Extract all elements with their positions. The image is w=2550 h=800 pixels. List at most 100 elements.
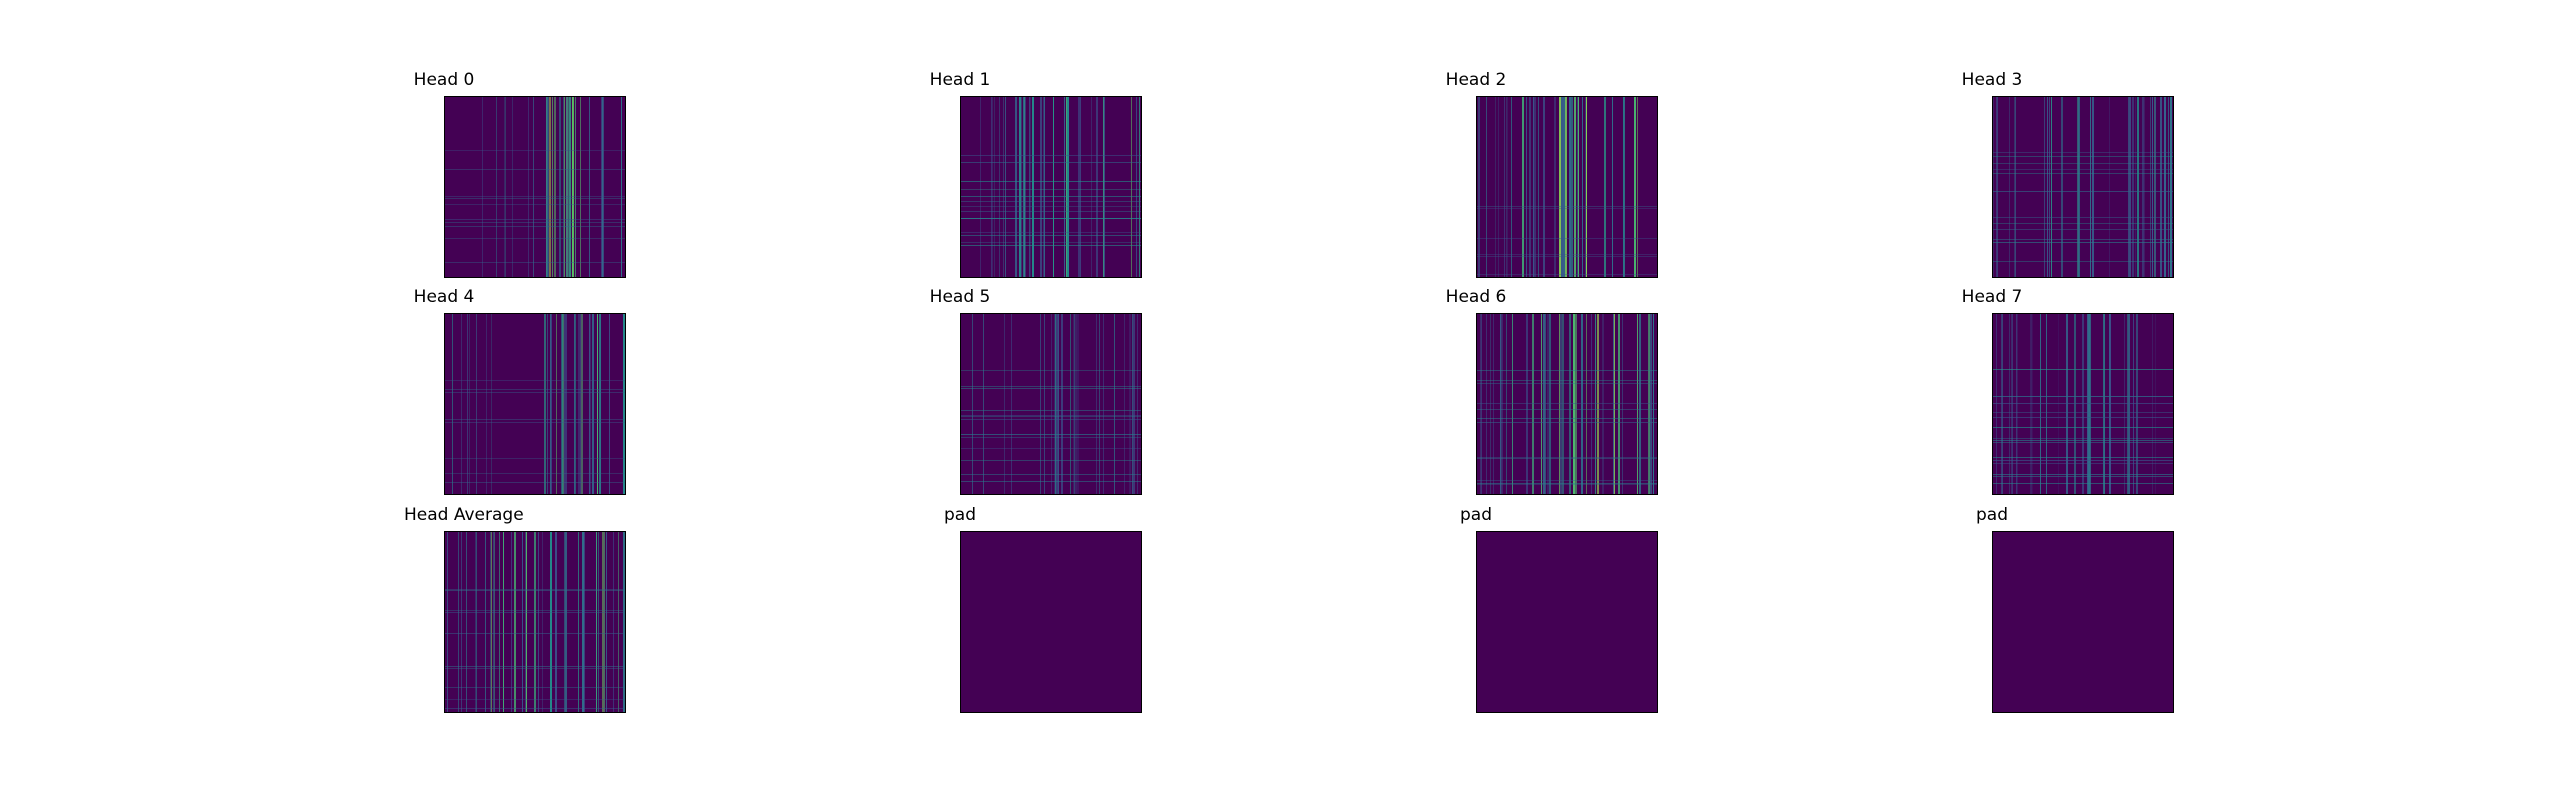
heatmap-column-streak	[565, 531, 567, 713]
heatmap-row-band	[444, 612, 626, 613]
heatmap-column-streak	[606, 531, 607, 713]
heatmap-column-streak	[1103, 313, 1104, 495]
heatmap-column-streak	[1563, 96, 1565, 278]
heatmap-row-band	[444, 262, 626, 263]
heatmap-column-streak	[2164, 96, 2166, 278]
heatmap-row-band	[1992, 457, 2174, 458]
heatmap-column-streak	[564, 531, 565, 713]
heatmap-column-streak	[1586, 313, 1587, 495]
heatmap-column-streak	[2061, 96, 2063, 278]
heatmap-row-band	[1992, 460, 2174, 461]
heatmap-row-band	[1992, 427, 2174, 428]
heatmap-row-band	[1992, 156, 2174, 157]
heatmap-column-streak	[491, 531, 492, 713]
heatmap-row-band	[960, 162, 1142, 163]
heatmap-row-band	[960, 196, 1142, 197]
heatmap-frame	[960, 313, 1142, 495]
heatmap-frame	[1476, 96, 1658, 278]
heatmap-column-streak	[2170, 96, 2172, 278]
heatmap-column-streak	[1114, 313, 1115, 495]
heatmap-column-streak	[447, 531, 448, 713]
heatmap-column-streak	[2078, 96, 2080, 278]
heatmap-row-band	[1992, 223, 2174, 224]
heatmap-column-streak	[1004, 313, 1005, 495]
heatmap-row-band	[1476, 458, 1658, 459]
heatmap-row-band	[960, 434, 1142, 435]
heatmap-column-streak	[466, 531, 467, 713]
heatmap-column-streak	[1019, 96, 1021, 278]
heatmap-column-streak	[2132, 96, 2134, 278]
heatmap-row-band	[1476, 403, 1658, 404]
heatmap-row-band	[960, 189, 1142, 190]
heatmap-head-average	[444, 531, 626, 713]
heatmap-column-streak	[533, 96, 534, 278]
heatmap-column-streak	[2144, 96, 2145, 278]
heatmap-row-band	[1992, 403, 2174, 404]
heatmap-column-streak	[1137, 313, 1138, 495]
heatmap-column-streak	[491, 313, 492, 495]
heatmap-column-streak	[1080, 96, 1081, 278]
panel-title: pad	[944, 505, 976, 525]
panel-title: Head 0	[413, 70, 475, 90]
heatmap-frame	[1992, 313, 2174, 495]
heatmap-row-band	[444, 150, 626, 151]
heatmap-column-streak	[1078, 96, 1080, 278]
heatmap-column-streak	[1511, 96, 1512, 278]
heatmap-row-band	[1992, 476, 2174, 477]
heatmap-row-band	[444, 687, 626, 688]
panel-title: Head 2	[1445, 70, 1507, 90]
heatmap-column-streak	[596, 531, 597, 713]
heatmap-column-streak	[514, 531, 516, 713]
heatmap-row-band	[1476, 208, 1658, 209]
heatmap-row-band	[960, 416, 1142, 417]
heatmap-head-3	[1992, 96, 2174, 278]
heatmap-row-band	[1476, 370, 1658, 371]
heatmap-column-streak	[1545, 313, 1546, 495]
heatmap-column-streak	[1526, 96, 1527, 278]
heatmap-row-band	[444, 633, 626, 634]
heatmap-head-5	[960, 313, 1142, 495]
heatmap-column-streak	[1573, 313, 1575, 495]
heatmap-column-streak	[2168, 96, 2169, 278]
heatmap-column-streak	[525, 531, 526, 713]
heatmap-row-band	[444, 392, 626, 393]
heatmap-column-streak	[1571, 96, 1573, 278]
heatmap-row-band	[1992, 369, 2174, 370]
heatmap-column-streak	[623, 531, 625, 713]
heatmap-column-streak	[1070, 313, 1071, 495]
heatmap-column-streak	[2047, 96, 2048, 278]
heatmap-column-streak	[983, 313, 984, 495]
heatmap-column-streak	[1541, 313, 1542, 495]
heatmap-row-band	[1992, 229, 2174, 230]
heatmap-column-streak	[1480, 313, 1481, 495]
heatmap-column-streak	[589, 96, 590, 278]
heatmap-column-streak	[1011, 313, 1012, 495]
heatmap-column-streak	[1591, 313, 1592, 495]
heatmap-column-streak	[1543, 313, 1545, 495]
heatmap-row-band	[1476, 380, 1658, 381]
heatmap-row-band	[444, 482, 626, 483]
heatmap-column-streak	[1498, 96, 1499, 278]
heatmap-column-streak	[511, 531, 512, 713]
panel-title: pad	[1460, 505, 1492, 525]
heatmap-column-streak	[544, 313, 546, 495]
heatmap-column-streak	[1064, 96, 1065, 278]
heatmap-column-streak	[1507, 96, 1508, 278]
heatmap-column-streak	[566, 96, 568, 278]
heatmap-frame	[960, 96, 1142, 278]
heatmap-row-band	[960, 388, 1142, 389]
heatmap-column-streak	[1481, 313, 1482, 495]
heatmap-row-band	[444, 668, 626, 669]
heatmap-column-streak	[554, 96, 556, 278]
heatmap-column-streak	[994, 96, 995, 278]
heatmap-row-band	[960, 437, 1142, 438]
heatmap-pad-3	[1992, 531, 2174, 713]
heatmap-row-band	[1476, 483, 1658, 484]
heatmap-column-streak	[1560, 313, 1562, 495]
heatmap-column-streak	[1504, 96, 1505, 278]
heatmap-column-streak	[621, 96, 622, 278]
heatmap-column-streak	[2051, 96, 2052, 278]
heatmap-column-streak	[599, 313, 601, 495]
heatmap-column-streak	[1637, 96, 1638, 278]
heatmap-row-band	[960, 218, 1142, 219]
